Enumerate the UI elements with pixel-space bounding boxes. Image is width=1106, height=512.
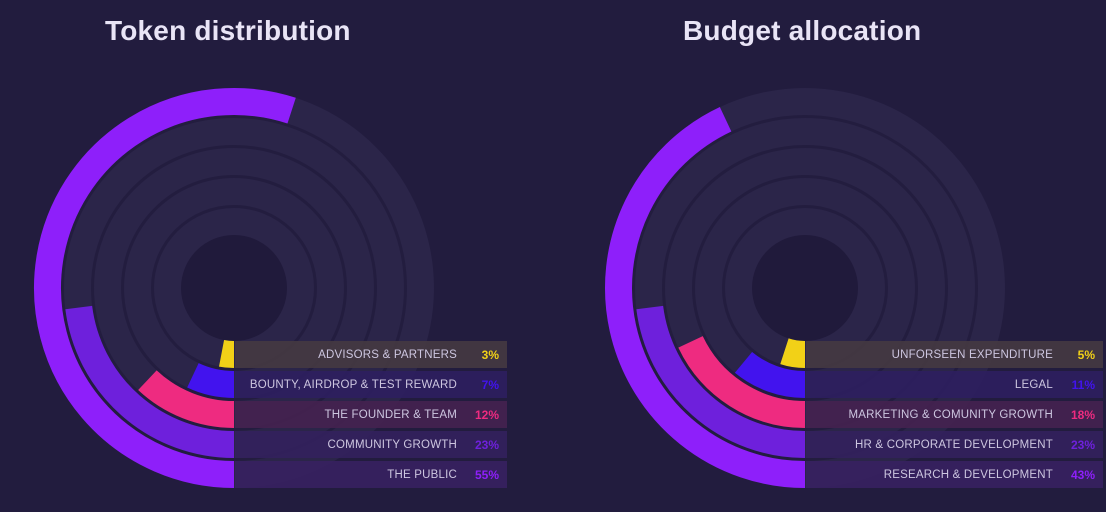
legend-value: 18% [1070,407,1095,422]
legend-row: UNFORSEEN EXPENDITURE 5% [806,341,1103,368]
ring-arc-2 [138,370,235,428]
token-distribution-legend: ADVISORS & PARTNERS 3% BOUNTY, AIRDROP & T… [235,341,507,491]
legend-label: HR & CORPORATE DEVELOPMENT [855,438,1053,451]
ring-gap [692,175,918,401]
ring-gap [121,175,347,401]
legend-value: 23% [1070,437,1095,452]
legend-row: COMMUNITY GROWTH 23% [235,431,507,458]
legend-label: UNFORSEEN EXPENDITURE [891,348,1053,361]
legend-row: MARKETING & COMUNITY GROWTH 18% [806,401,1103,428]
legend-value: 3% [481,347,499,362]
chart-title-budget-allocation: Budget allocation [683,15,922,46]
legend-value: 11% [1071,377,1095,392]
chart-title-token-distribution: Token distribution [105,15,351,46]
legend-value: 5% [1077,347,1095,362]
legend-label: THE PUBLIC [387,468,457,481]
legend-row: HR & CORPORATE DEVELOPMENT 23% [806,431,1103,458]
legend-label: RESEARCH & DEVELOPMENT [883,468,1053,481]
legend-row: THE PUBLIC 55% [235,461,507,488]
ring-arc-2 [678,335,806,428]
ring-arc-4 [33,88,296,488]
ring-arc-3 [65,305,235,458]
ring-arc-1 [187,362,235,398]
ring-gap [722,205,888,371]
ring-arc-0 [780,338,806,369]
legend-row: BOUNTY, AIRDROP & TEST REWARD 7% [235,371,507,398]
ring-arc-1 [734,351,806,398]
donut-hole [181,235,287,341]
budget-allocation-legend: UNFORSEEN EXPENDITURE 5% LEGAL 11% MARKETING… [806,341,1103,491]
ring-arc-4 [605,107,806,488]
legend-row: ADVISORS & PARTNERS 3% [235,341,507,368]
ring-gap [91,145,377,431]
ring-gap [632,115,978,461]
ring-arc-0 [219,340,235,368]
legend-label: LEGAL [1014,378,1053,391]
legend-label: ADVISORS & PARTNERS [318,348,457,361]
legend-label: COMMUNITY GROWTH [327,438,457,451]
ring-gap [662,145,948,431]
legend-row: RESEARCH & DEVELOPMENT 43% [806,461,1103,488]
ring-gap [61,115,407,461]
legend-label: THE FOUNDER & TEAM [324,408,457,421]
legend-row: THE FOUNDER & TEAM 12% [235,401,507,428]
legend-label: BOUNTY, AIRDROP & TEST REWARD [249,378,457,391]
legend-value: 7% [481,377,499,392]
donut-hole [752,235,858,341]
legend-value: 43% [1070,467,1095,482]
legend-value: 12% [474,407,499,422]
legend-value: 23% [474,437,499,452]
legend-label: MARKETING & COMUNITY GROWTH [848,408,1053,421]
legend-value: 55% [474,467,499,482]
ring-gap [151,205,317,371]
legend-row: LEGAL 11% [806,371,1103,398]
ring-arc-3 [636,305,806,458]
